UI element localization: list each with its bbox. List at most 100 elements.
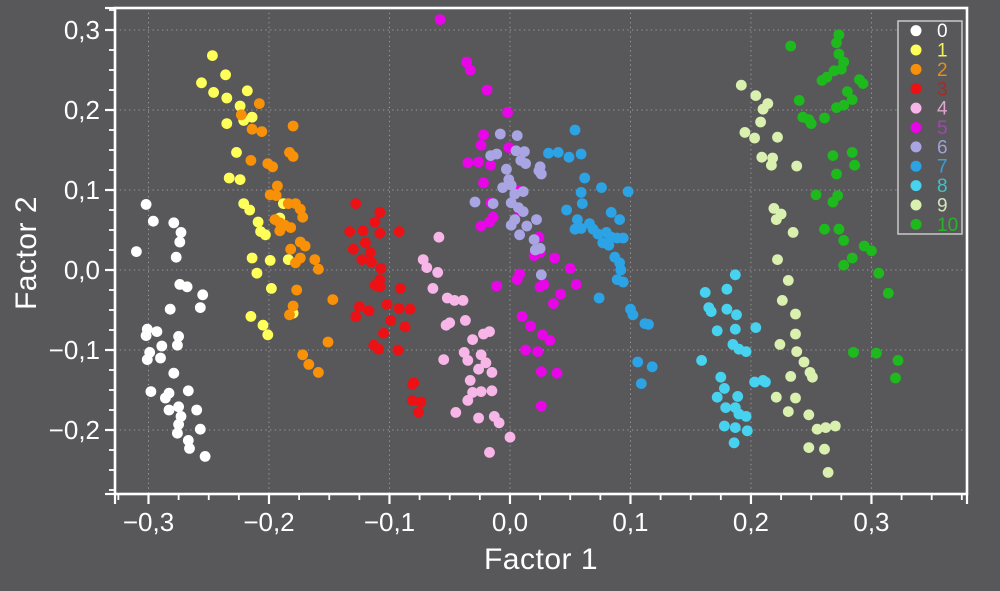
data-point [819, 112, 830, 124]
data-point [475, 220, 487, 232]
data-point [182, 385, 194, 397]
data-point [505, 179, 517, 191]
data-point [322, 336, 334, 348]
data-point [521, 220, 533, 232]
legend-label: 1 [937, 41, 948, 62]
data-point [473, 156, 484, 168]
data-point [357, 225, 369, 237]
data-point [544, 335, 556, 346]
data-point [785, 40, 797, 52]
data-point [427, 283, 439, 294]
data-point [350, 311, 362, 322]
data-point [313, 367, 324, 378]
data-point [715, 371, 727, 383]
legend-item-2: 2 [910, 60, 948, 81]
data-point [182, 435, 194, 446]
data-point [462, 157, 474, 169]
data-point [696, 355, 707, 366]
data-point [297, 211, 309, 223]
data-point [791, 346, 803, 357]
data-point [163, 387, 175, 399]
data-point [478, 177, 489, 189]
x-axis-title: Factor 1 [483, 543, 599, 576]
data-point [827, 150, 839, 162]
data-point [838, 235, 850, 246]
data-point [364, 247, 376, 258]
data-point [822, 467, 834, 478]
data-point [438, 354, 450, 365]
data-point [593, 292, 605, 304]
data-point [194, 423, 206, 435]
x-tick-label: 0,2 [733, 507, 769, 537]
data-point [831, 168, 842, 180]
data-point [172, 339, 183, 351]
data-point [572, 214, 583, 226]
data-point [485, 159, 497, 171]
data-point [467, 387, 478, 398]
data-point [399, 321, 411, 333]
data-point [569, 124, 581, 136]
data-point [821, 71, 833, 83]
legend-item-0: 0 [910, 21, 948, 42]
data-point [173, 331, 185, 342]
data-point [484, 326, 495, 337]
data-point [347, 243, 359, 255]
series-6 [469, 128, 547, 281]
data-point [141, 354, 153, 365]
data-point [356, 254, 368, 265]
data-point [842, 86, 853, 97]
data-point [525, 320, 536, 332]
data-point [260, 229, 271, 241]
data-point [787, 227, 799, 238]
data-point [711, 391, 723, 403]
data-point [829, 420, 841, 432]
legend-item-6: 6 [910, 137, 948, 158]
data-point [484, 216, 495, 228]
data-point [253, 98, 265, 109]
data-point [534, 161, 546, 173]
data-point [509, 188, 521, 200]
y-tick-label: 0,0 [64, 255, 100, 285]
data-point [552, 147, 564, 158]
data-point [394, 283, 406, 294]
x-tick-label: 0,1 [612, 507, 648, 537]
data-point [156, 340, 168, 352]
data-point [284, 309, 295, 321]
data-point [392, 344, 404, 356]
y-tick-label: 0,2 [64, 95, 100, 125]
legend-label: 4 [937, 99, 948, 120]
data-point [155, 352, 166, 364]
data-point [728, 437, 740, 449]
data-point [528, 234, 540, 246]
data-point [475, 139, 487, 151]
data-point [208, 87, 220, 98]
data-point [257, 319, 269, 331]
data-point [563, 151, 575, 163]
data-point [535, 400, 547, 412]
data-point [819, 223, 830, 235]
series-8 [696, 269, 771, 449]
data-point [473, 412, 484, 424]
x-tick-label: −0,3 [123, 507, 174, 537]
data-point [175, 227, 187, 238]
legend-marker [910, 63, 922, 75]
data-point [505, 219, 517, 231]
data-point [181, 281, 193, 293]
data-point [750, 322, 762, 333]
data-point [646, 361, 658, 373]
legend-item-10: 10 [910, 215, 958, 236]
data-point [807, 371, 818, 383]
legend-label: 5 [937, 118, 948, 139]
data-point [486, 385, 498, 397]
data-point [729, 323, 741, 335]
tick-labels: −0,3 −0,2 −0,1 0,0 0,1 0,2 0,3 −0,2 −0,1 0,0 0,1 0,… [49, 15, 890, 537]
data-point [732, 391, 744, 402]
data-point [184, 443, 195, 454]
data-point [892, 355, 904, 366]
legend-item-3: 3 [910, 79, 948, 100]
data-point [579, 172, 591, 184]
data-point [467, 334, 478, 345]
data-point [327, 294, 339, 305]
data-point [848, 347, 859, 358]
